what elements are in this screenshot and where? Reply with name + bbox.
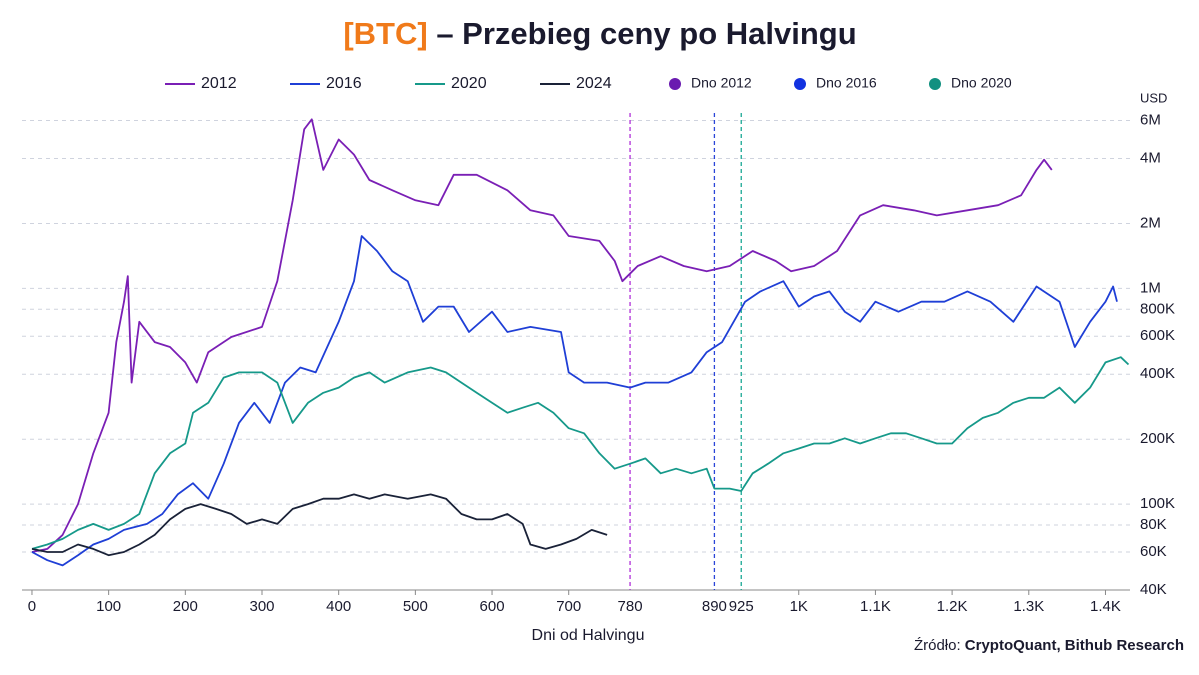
legend-dot bbox=[794, 78, 806, 90]
reference-label: 890 bbox=[702, 598, 727, 615]
y-tick-label: 400K bbox=[1140, 365, 1175, 382]
x-tick-label: 1.1K bbox=[860, 598, 891, 615]
x-tick-label: 0 bbox=[28, 598, 36, 615]
y-tick-label: 80K bbox=[1140, 516, 1167, 533]
legend-label: 2012 bbox=[201, 75, 237, 92]
y-tick-label: 40K bbox=[1140, 581, 1167, 598]
y-tick-label: 800K bbox=[1140, 300, 1175, 317]
x-tick-label: 100 bbox=[96, 598, 121, 615]
series-line bbox=[31, 356, 1130, 550]
y-tick-label: 2M bbox=[1140, 214, 1161, 231]
x-tick-label: 1K bbox=[790, 598, 808, 615]
series-line bbox=[31, 493, 608, 557]
x-tick-label: 1.3K bbox=[1013, 598, 1044, 615]
x-tick-label: 300 bbox=[249, 598, 274, 615]
title-highlight: [BTC] bbox=[343, 16, 427, 51]
y-tick-label: 6M bbox=[1140, 111, 1161, 128]
x-tick-label: 700 bbox=[556, 598, 581, 615]
title-text: – Przebieg ceny po Halvingu bbox=[436, 16, 856, 51]
legend-label: 2020 bbox=[451, 75, 487, 92]
y-tick-label: 200K bbox=[1140, 430, 1175, 447]
y-tick-label: 1M bbox=[1140, 279, 1161, 296]
legend-label: 2024 bbox=[576, 75, 612, 92]
legend-dot bbox=[929, 78, 941, 90]
y-tick-label: 600K bbox=[1140, 327, 1175, 344]
y-tick-label: 4M bbox=[1140, 149, 1161, 166]
legend-label: Dno 2020 bbox=[951, 75, 1012, 91]
x-tick-label: 1.4K bbox=[1090, 598, 1121, 615]
legend-label: Dno 2012 bbox=[691, 75, 752, 91]
reference-label: 925 bbox=[729, 598, 754, 615]
y-tick-label: 60K bbox=[1140, 543, 1167, 560]
legend-label: Dno 2016 bbox=[816, 75, 877, 91]
series-line bbox=[31, 118, 1053, 553]
source-text: CryptoQuant, Bithub Research bbox=[965, 637, 1184, 654]
chart-title: [BTC] – Przebieg ceny po Halvingu bbox=[343, 16, 856, 51]
legend-dot bbox=[669, 78, 681, 90]
reference-label: 780 bbox=[618, 598, 643, 615]
y-tick-label: 100K bbox=[1140, 495, 1175, 512]
legend-label: 2016 bbox=[326, 75, 362, 92]
x-axis-label: Dni od Halvingu bbox=[532, 627, 645, 644]
series-line bbox=[31, 235, 1118, 567]
x-tick-label: 200 bbox=[173, 598, 198, 615]
y-unit: USD bbox=[1140, 90, 1167, 105]
x-tick-label: 400 bbox=[326, 598, 351, 615]
x-tick-label: 500 bbox=[403, 598, 428, 615]
source: Źródło: CryptoQuant, Bithub Research bbox=[914, 637, 1184, 654]
x-tick-label: 600 bbox=[480, 598, 505, 615]
source-label: Źródło: bbox=[914, 637, 961, 654]
x-tick-label: 1.2K bbox=[937, 598, 968, 615]
